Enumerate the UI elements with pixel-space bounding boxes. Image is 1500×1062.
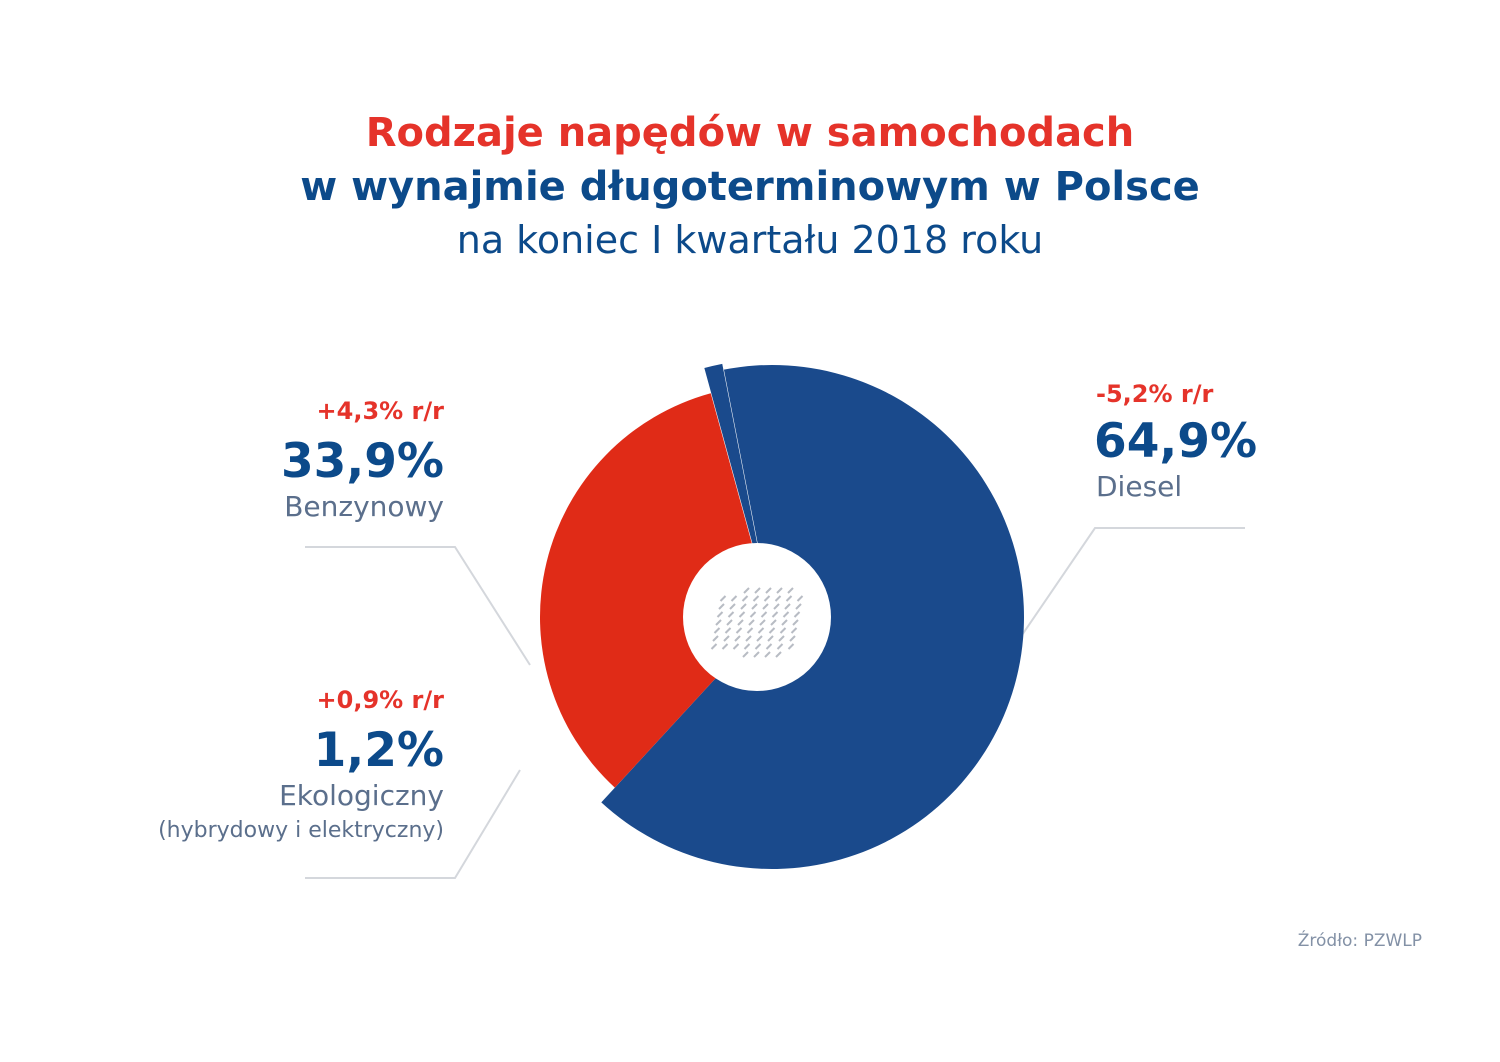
map-dot: [734, 635, 741, 642]
chart-title-line1: Rodzaje napędów w samochodach: [365, 110, 1135, 156]
map-dot: [793, 611, 801, 618]
map-dot: [726, 619, 733, 626]
map-dot: [742, 651, 749, 658]
map-dot: [785, 595, 793, 602]
map-dot: [784, 603, 791, 610]
map-dot: [796, 595, 804, 602]
map-dot: [740, 603, 747, 610]
leader-line-diesel: [1019, 527, 1245, 639]
map-dot: [718, 603, 725, 610]
map-dot: [775, 651, 782, 658]
map-dot: [756, 635, 763, 642]
map-dot: [754, 587, 761, 594]
map-dot: [762, 603, 769, 610]
leader-line-benzyna: [305, 546, 531, 666]
map-dot: [790, 627, 798, 634]
map-dot: [792, 619, 799, 626]
benzyna-name: Benzynowy: [284, 490, 444, 523]
chart-title-line2: w wynajmie długoterminowym w Polsce: [300, 164, 1200, 210]
benzyna-percent: 33,9%: [280, 434, 444, 489]
map-dot: [757, 627, 765, 634]
map-dot: [773, 603, 780, 610]
map-dot: [727, 611, 735, 618]
source-note: Źródło: PZWLP: [1297, 931, 1422, 951]
map-dot: [764, 651, 771, 658]
chart-subtitle: na koniec I kwartału 2018 roku: [456, 218, 1044, 262]
map-dot: [768, 627, 776, 634]
map-dot: [723, 635, 730, 642]
map-dot: [738, 611, 746, 618]
diesel-name: Diesel: [1096, 470, 1183, 503]
map-dot: [749, 611, 757, 618]
eko-change: +0,9% r/r: [316, 686, 444, 714]
map-dot: [746, 627, 754, 634]
leader-line-eko: [305, 769, 521, 879]
diesel-percent: 64,9%: [1094, 414, 1258, 469]
map-dot: [748, 619, 755, 626]
map-dot: [713, 627, 721, 634]
map-dot: [765, 587, 772, 594]
diesel-change: -5,2% r/r: [1096, 380, 1214, 408]
map-dot: [776, 587, 783, 594]
eko-name: Ekologiczny: [279, 779, 444, 812]
map-dot: [787, 643, 795, 650]
map-dot: [730, 595, 738, 602]
map-dot: [782, 611, 790, 618]
map-dot: [741, 595, 749, 602]
map-dot: [763, 595, 771, 602]
map-dot: [774, 595, 782, 602]
map-dot: [715, 619, 722, 626]
map-dot: [710, 643, 718, 650]
map-dot: [751, 603, 758, 610]
map-dot: [745, 635, 752, 642]
map-dot: [795, 603, 802, 610]
map-dot: [724, 627, 732, 634]
map-dot: [735, 627, 743, 634]
pie-slice-benzyna: [540, 393, 772, 788]
map-dot: [765, 643, 773, 650]
map-dot: [716, 611, 724, 618]
map-dot: [729, 603, 736, 610]
map-dot: [743, 643, 751, 650]
map-dot: [789, 635, 796, 642]
map-dot: [759, 619, 766, 626]
map-dot: [760, 611, 768, 618]
map-dot: [737, 619, 744, 626]
map-dot: [771, 611, 779, 618]
map-dot: [781, 619, 788, 626]
map-dot: [712, 635, 719, 642]
map-dot: [787, 587, 794, 594]
map-dot: [752, 595, 760, 602]
poland-map-icon: [710, 587, 804, 658]
map-dot: [767, 635, 774, 642]
pie-center-hole: [683, 543, 831, 691]
map-dot: [754, 643, 762, 650]
map-dot: [743, 587, 750, 594]
map-dot: [721, 643, 729, 650]
eko-percent: 1,2%: [313, 723, 444, 778]
map-dot: [770, 619, 777, 626]
map-dot: [732, 643, 740, 650]
map-dot: [779, 627, 787, 634]
map-dot: [776, 643, 784, 650]
eko-sublabel: (hybrydowy i elektryczny): [158, 818, 444, 843]
map-dot: [753, 651, 760, 658]
benzyna-change: +4,3% r/r: [316, 397, 444, 425]
map-dot: [719, 595, 727, 602]
map-dot: [778, 635, 785, 642]
